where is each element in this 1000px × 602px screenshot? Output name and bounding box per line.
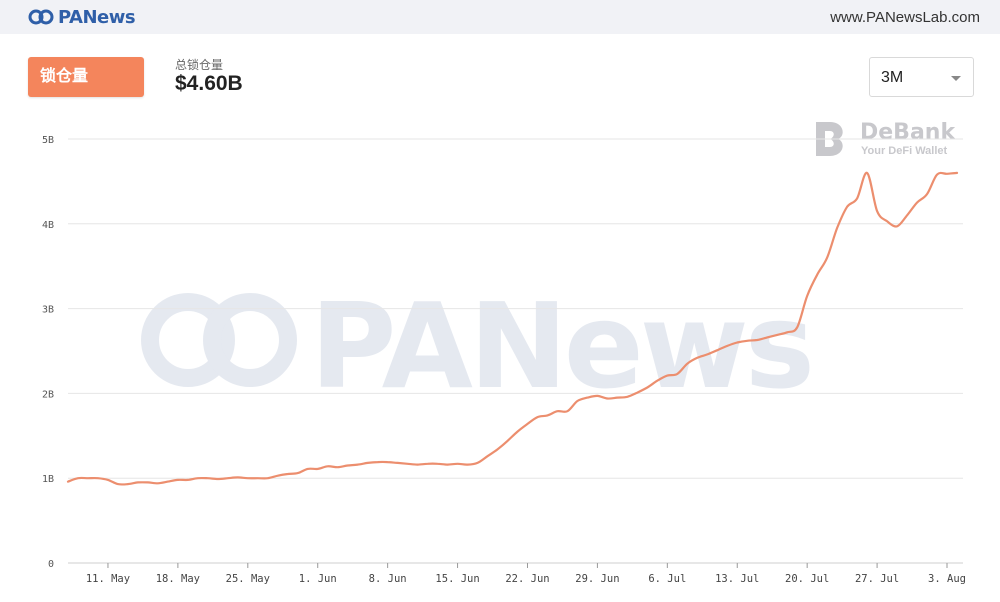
watermark-text: PANews xyxy=(310,277,815,415)
time-range-select[interactable]: 3M xyxy=(869,57,974,97)
top-bar: PANews www.PANewsLab.com xyxy=(0,0,1000,34)
series-line xyxy=(66,171,959,486)
x-tick-label: 27. Jul xyxy=(855,573,899,585)
debank-logo: DeBank Your DeFi Wallet xyxy=(812,120,962,160)
chevron-down-icon xyxy=(951,76,961,81)
x-tick-label: 29. Jun xyxy=(575,573,619,585)
y-tick-label: 3B xyxy=(42,305,54,316)
y-tick-label: 0 xyxy=(48,559,54,570)
panews-logo-icon xyxy=(28,9,54,25)
time-range-value: 3M xyxy=(881,69,904,86)
total-tvl-value: $4.60B xyxy=(175,72,243,95)
y-tick-label: 4B xyxy=(42,220,54,231)
panews-watermark: PANews xyxy=(140,277,840,415)
logo-text: PANews xyxy=(58,6,136,28)
x-tick-label: 15. Jun xyxy=(435,573,479,585)
total-tvl-label: 总锁仓量 xyxy=(175,58,224,72)
x-tick-label: 13. Jul xyxy=(715,573,759,585)
debank-name: DeBank xyxy=(860,120,956,145)
y-tick-label: 2B xyxy=(42,389,54,400)
debank-tagline: Your DeFi Wallet xyxy=(861,145,948,157)
y-tick-label: 5B xyxy=(42,135,54,146)
x-tick-label: 8. Jun xyxy=(369,573,407,585)
x-tick-label: 18. May xyxy=(156,573,200,585)
debank-logo-icon xyxy=(816,122,843,156)
panews-logo[interactable]: PANews xyxy=(28,6,136,28)
x-tick-label: 11. May xyxy=(86,573,130,585)
site-url[interactable]: www.PANewsLab.com xyxy=(830,9,980,26)
x-tick-label: 3. Aug xyxy=(928,573,966,585)
x-tick-label: 1. Jun xyxy=(299,573,337,585)
x-tick-label: 20. Jul xyxy=(785,573,829,585)
watermark-logo-icon xyxy=(141,293,297,387)
y-tick-label: 1B xyxy=(42,474,54,485)
x-tick-label: 6. Jul xyxy=(648,573,686,585)
x-tick-label: 22. Jun xyxy=(505,573,549,585)
x-tick-label: 25. May xyxy=(226,573,270,585)
tvl-tab[interactable]: 锁仓量 xyxy=(28,57,144,97)
